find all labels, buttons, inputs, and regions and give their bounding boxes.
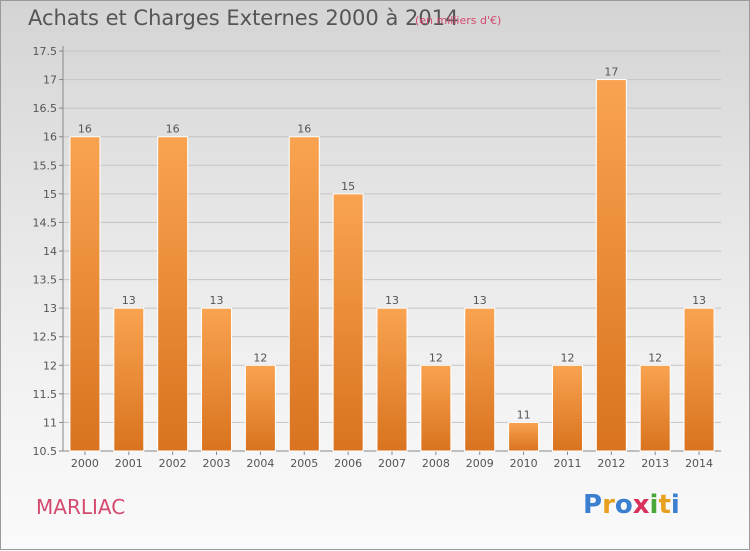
bar [595, 79, 627, 452]
data-label: 13 [210, 294, 224, 307]
y-tick-label: 16 [43, 131, 57, 144]
bar [376, 307, 408, 452]
data-labels: 16 13 16 13 12 16 15 13 12 13 11 12 17 12 13 [78, 66, 706, 422]
x-tick-labels: 2000 2001 2002 2003 2004 2005 2006 2007 2008 2009… [71, 457, 713, 470]
x-tick-label: 2007 [378, 457, 406, 470]
bar [639, 364, 671, 452]
y-tick-label: 11.5 [33, 388, 58, 401]
data-label: 11 [517, 408, 531, 421]
y-tick-label: 16.5 [33, 102, 58, 115]
x-tick-label: 2001 [115, 457, 143, 470]
data-label: 12 [253, 351, 267, 364]
bar [244, 364, 276, 452]
bar [508, 421, 540, 452]
logo-letter: i [649, 490, 659, 520]
bars [69, 79, 715, 452]
y-tick-labels: 10.5 11 11.5 12 12.5 13 13.5 14 14.5 15 15.5 16 16.5… [33, 45, 58, 458]
y-tick-label: 17.5 [33, 45, 58, 58]
x-tick-label: 2002 [159, 457, 187, 470]
data-label: 16 [297, 123, 311, 136]
x-tick-label: 2005 [290, 457, 318, 470]
bar [683, 307, 715, 452]
chart-title: Achats et Charges Externes 2000 à 2014 [28, 6, 459, 30]
bar [69, 136, 101, 452]
data-label: 13 [385, 294, 399, 307]
data-label: 15 [341, 180, 355, 193]
commune-name: MARLIAC [36, 495, 126, 519]
x-tick-label: 2011 [553, 457, 581, 470]
x-tick-label: 2012 [597, 457, 625, 470]
x-tick-label: 2006 [334, 457, 362, 470]
data-label: 17 [604, 66, 618, 79]
x-tick-label: 2003 [203, 457, 231, 470]
bar [332, 193, 364, 452]
x-tick-label: 2000 [71, 457, 99, 470]
data-label: 12 [429, 351, 443, 364]
x-tick-label: 2008 [422, 457, 450, 470]
bar [157, 136, 189, 452]
chart-subtitle: (en milliers d'€) [415, 14, 502, 27]
data-label: 12 [648, 351, 662, 364]
logo-letter: t [658, 490, 671, 520]
logo-letter: i [670, 490, 680, 520]
x-tick-label: 2009 [466, 457, 494, 470]
y-tick-label: 17 [43, 74, 57, 87]
proxiti-logo: Proxiti [583, 490, 680, 520]
data-label: 16 [78, 123, 92, 136]
x-tick-label: 2004 [246, 457, 274, 470]
x-tick-label: 2014 [685, 457, 713, 470]
bar [113, 307, 145, 452]
y-tick-label: 12.5 [33, 331, 58, 344]
y-tick-label: 11 [43, 416, 57, 429]
logo-letter: x [632, 490, 650, 520]
data-label: 16 [166, 123, 180, 136]
y-tick-label: 13 [43, 302, 57, 315]
logo-letter: o [614, 490, 633, 520]
data-label: 12 [560, 351, 574, 364]
x-tick-label: 2010 [510, 457, 538, 470]
data-label: 13 [473, 294, 487, 307]
y-tick-label: 15.5 [33, 159, 58, 172]
bar [288, 136, 320, 452]
y-tick-label: 13.5 [33, 274, 58, 287]
bar [420, 364, 452, 452]
bar [464, 307, 496, 452]
y-tick-label: 14 [43, 245, 57, 258]
logo-letter: P [583, 490, 603, 520]
y-tick-label: 10.5 [33, 445, 58, 458]
y-tick-label: 14.5 [33, 216, 58, 229]
data-label: 13 [692, 294, 706, 307]
bar [551, 364, 583, 452]
y-tick-label: 12 [43, 359, 57, 372]
x-tick-label: 2013 [641, 457, 669, 470]
y-tick-label: 15 [43, 188, 57, 201]
logo-letter: r [602, 490, 615, 520]
bar [201, 307, 233, 452]
data-label: 13 [122, 294, 136, 307]
